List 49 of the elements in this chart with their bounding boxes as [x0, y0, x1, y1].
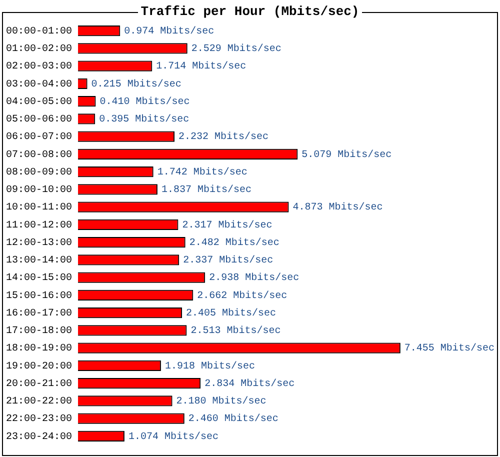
y-tick-label: 02:00-03:00	[6, 62, 72, 73]
data-label: 2.482 Mbits/sec	[189, 236, 280, 249]
data-label: 2.180 Mbits/sec	[176, 396, 266, 408]
y-tick-label: 07:00-08:00	[6, 150, 72, 161]
y-tick-label: 05:00-06:00	[6, 114, 72, 126]
data-label: 2.232 Mbits/sec	[178, 131, 269, 144]
y-tick-label: 23:00-24:00	[6, 432, 72, 443]
y-tick-label: 22:00-23:00	[6, 414, 72, 426]
data-label: 7.455 Mbits/sec	[404, 342, 494, 355]
data-label: 1.742 Mbits/sec	[157, 166, 248, 178]
y-tick-label: 11:00-12:00	[6, 220, 72, 232]
chart-title: Traffic per Hour (Mbits/sec)	[138, 4, 362, 19]
y-tick-label: 13:00-14:00	[6, 256, 72, 267]
y-tick-label: 00:00-01:00	[6, 26, 72, 38]
data-label: 2.317 Mbits/sec	[182, 219, 272, 232]
y-tick-label: 01:00-02:00	[6, 44, 72, 56]
y-tick-label: 15:00-16:00	[6, 290, 72, 302]
y-tick-label: 10:00-11:00	[6, 202, 72, 214]
data-label: 2.513 Mbits/sec	[190, 325, 281, 338]
y-tick-label: 21:00-22:00	[6, 396, 72, 408]
y-tick-label: 09:00-10:00	[6, 185, 72, 196]
y-tick-label: 04:00-05:00	[6, 96, 72, 108]
y-tick-label: 03:00-04:00	[6, 79, 72, 90]
y-tick-label: 20:00-21:00	[6, 378, 72, 390]
y-tick-label: 16:00-17:00	[6, 308, 72, 320]
y-tick-label: 06:00-07:00	[6, 132, 72, 144]
y-tick-label: 12:00-13:00	[6, 238, 72, 249]
data-label: 2.834 Mbits/sec	[204, 378, 295, 390]
data-label: 0.215 Mbits/sec	[91, 78, 182, 90]
data-label: 2.662 Mbits/sec	[197, 290, 288, 302]
data-label: 2.405 Mbits/sec	[186, 307, 276, 320]
data-label: 1.714 Mbits/sec	[156, 60, 246, 73]
data-label: 1.918 Mbits/sec	[164, 360, 255, 372]
y-tick-label: 14:00-15:00	[6, 273, 72, 284]
y-tick-label: 18:00-19:00	[6, 344, 72, 355]
y-tick-label: 08:00-09:00	[6, 167, 72, 178]
data-label: 2.460 Mbits/sec	[188, 413, 278, 426]
data-label: 5.079 Mbits/sec	[302, 148, 392, 161]
data-label: 4.873 Mbits/sec	[292, 202, 383, 214]
data-label: 1.074 Mbits/sec	[128, 430, 218, 443]
data-label: 1.837 Mbits/sec	[161, 184, 252, 196]
data-label: 0.974 Mbits/sec	[124, 25, 214, 38]
data-label: 2.337 Mbits/sec	[183, 254, 274, 267]
data-label: 2.938 Mbits/sec	[209, 272, 300, 284]
y-tick-label: 19:00-20:00	[6, 361, 72, 372]
y-tick-label: 17:00-18:00	[6, 326, 72, 338]
data-label: 0.395 Mbits/sec	[99, 114, 190, 126]
data-label: 0.410 Mbits/sec	[100, 96, 190, 108]
data-label: 2.529 Mbits/sec	[191, 43, 282, 56]
